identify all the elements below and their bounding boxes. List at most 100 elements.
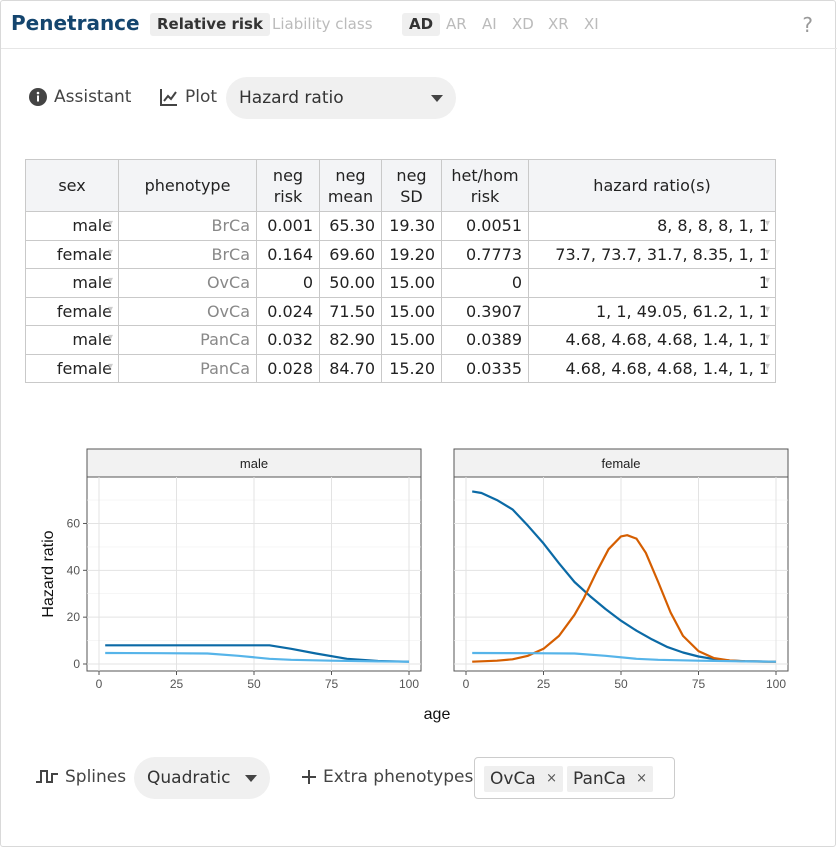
cell-hazard-ratios[interactable]: 4.68, 4.68, 4.68, 1.4, 1, 1 [528, 353, 776, 383]
tab-model-ad[interactable]: AD [402, 13, 441, 36]
tag-chip: PanCa × [567, 766, 653, 792]
cell-hazard-ratios[interactable]: 8, 8, 8, 8, 1, 1 [528, 211, 776, 241]
cell-neg-mean[interactable]: 84.70 [319, 353, 382, 383]
line-chart-icon [160, 89, 177, 106]
cell-het-hom-risk[interactable]: 0.0335 [441, 353, 529, 383]
chevron-down-icon [431, 95, 443, 102]
footer-controls: Splines Quadratic Extra phenotypes OvCa … [1, 757, 837, 801]
tab-model-xr[interactable]: XR [548, 15, 569, 33]
cell-het-hom-risk[interactable]: 0.0051 [441, 211, 529, 241]
remove-tag-icon[interactable]: × [636, 771, 647, 786]
extra-phenotypes-input[interactable]: OvCa × PanCa × [474, 757, 675, 799]
splines-label-group: Splines [35, 765, 126, 789]
cell-sex[interactable]: male [25, 211, 119, 241]
extra-phenotypes-label: Extra phenotypes [323, 767, 474, 787]
x-tick-label: 75 [325, 677, 339, 691]
facet-label: male [240, 456, 268, 471]
panel-title: Penetrance [11, 11, 140, 35]
tab-model-ar[interactable]: AR [446, 15, 467, 33]
series-line [472, 651, 777, 663]
cell-hazard-ratios[interactable]: 4.68, 4.68, 4.68, 1.4, 1, 1 [528, 325, 776, 355]
y-tick-label: 60 [67, 516, 81, 530]
cell-hazard-ratios[interactable]: 73.7, 73.7, 31.7, 8.35, 1, 1 [528, 239, 776, 269]
cell-neg-sd[interactable]: 15.00 [381, 325, 442, 355]
assistant-label: Assistant [54, 87, 132, 107]
tab-model-xd[interactable]: XD [512, 15, 534, 33]
x-tick-label: 25 [170, 677, 184, 691]
tab-relative-risk[interactable]: Relative risk [150, 13, 270, 36]
cell-neg-mean[interactable]: 82.90 [319, 325, 382, 355]
plot-type-value: Hazard ratio [239, 88, 344, 108]
cell-neg-risk[interactable]: 0.001 [256, 211, 320, 241]
help-button[interactable]: ? [802, 13, 813, 37]
cell-sex[interactable]: female [25, 353, 119, 383]
cell-het-hom-risk[interactable]: 0.3907 [441, 296, 529, 326]
tag-label: OvCa [490, 769, 536, 789]
cell-neg-mean[interactable]: 50.00 [319, 268, 382, 298]
assistant-button[interactable]: Assistant [28, 85, 131, 109]
cell-neg-mean[interactable]: 69.60 [319, 239, 382, 269]
cell-het-hom-risk[interactable]: 0.7773 [441, 239, 529, 269]
x-tick-label: 25 [537, 677, 551, 691]
step-wave-icon [36, 770, 58, 783]
x-tick-label: 0 [96, 677, 103, 691]
tab-model-xi[interactable]: XI [584, 15, 599, 33]
cell-phenotype[interactable]: OvCa [118, 268, 257, 298]
splines-select[interactable]: Quadratic [134, 757, 270, 799]
plus-icon [302, 770, 316, 784]
plot-toggle[interactable]: Plot [159, 85, 217, 109]
cell-neg-risk[interactable]: 0.024 [256, 296, 320, 326]
cell-sex[interactable]: female [25, 239, 119, 269]
table-header-row: sex phenotype neg risk neg mean neg SD h… [25, 159, 776, 212]
col-header-phenotype: phenotype [118, 159, 257, 212]
tab-model-ai[interactable]: AI [482, 15, 497, 33]
toolbar: Assistant Plot Hazard ratio [1, 77, 837, 121]
cell-neg-sd[interactable]: 19.30 [381, 211, 442, 241]
col-header-neg-risk: neg risk [256, 159, 320, 212]
cell-hazard-ratios[interactable]: 1, 1, 49.05, 61.2, 1, 1 [528, 296, 776, 326]
y-tick-label: 40 [67, 563, 81, 577]
cell-neg-risk[interactable]: 0.164 [256, 239, 320, 269]
x-tick-label: 100 [399, 677, 419, 691]
tab-liability-class[interactable]: Liability class [272, 15, 373, 33]
cell-neg-sd[interactable]: 15.00 [381, 268, 442, 298]
cell-neg-sd[interactable]: 15.20 [381, 353, 442, 383]
remove-tag-icon[interactable]: × [546, 771, 557, 786]
x-tick-label: 50 [247, 677, 261, 691]
penetrance-table: sex phenotype neg risk neg mean neg SD h… [25, 159, 776, 383]
x-tick-label: 50 [614, 677, 628, 691]
cell-neg-sd[interactable]: 15.00 [381, 296, 442, 326]
cell-phenotype[interactable]: BrCa [118, 211, 257, 241]
cell-neg-mean[interactable]: 65.30 [319, 211, 382, 241]
facet-strip [453, 448, 789, 478]
cell-neg-mean[interactable]: 71.50 [319, 296, 382, 326]
cell-phenotype[interactable]: PanCa [118, 353, 257, 383]
x-tick-label: 100 [766, 677, 786, 691]
cell-sex[interactable]: female [25, 296, 119, 326]
cell-sex[interactable]: male [25, 268, 119, 298]
cell-neg-risk[interactable]: 0 [256, 268, 320, 298]
splines-value: Quadratic [147, 768, 231, 788]
cell-neg-risk[interactable]: 0.032 [256, 325, 320, 355]
y-axis-title: Hazard ratio [40, 530, 57, 617]
plot-type-select[interactable]: Hazard ratio [226, 77, 456, 119]
cell-phenotype[interactable]: BrCa [118, 239, 257, 269]
cell-het-hom-risk[interactable]: 0.0389 [441, 325, 529, 355]
splines-label: Splines [65, 767, 127, 787]
cell-phenotype[interactable]: PanCa [118, 325, 257, 355]
cell-neg-risk[interactable]: 0.028 [256, 353, 320, 383]
hazard-ratio-chart: male 0 25 50 75 100 0 20 40 60 female 0 25 50 75 100 age… [40, 448, 789, 723]
col-header-sex: sex [25, 159, 119, 212]
cell-phenotype[interactable]: OvCa [118, 296, 257, 326]
cell-sex[interactable]: male [25, 325, 119, 355]
x-tick-label: 75 [692, 677, 706, 691]
col-header-het-hom-risk: het/hom risk [441, 159, 529, 212]
cell-hazard-ratios[interactable]: 1 [528, 268, 776, 298]
cell-het-hom-risk[interactable]: 0 [441, 268, 529, 298]
cell-neg-sd[interactable]: 19.20 [381, 239, 442, 269]
